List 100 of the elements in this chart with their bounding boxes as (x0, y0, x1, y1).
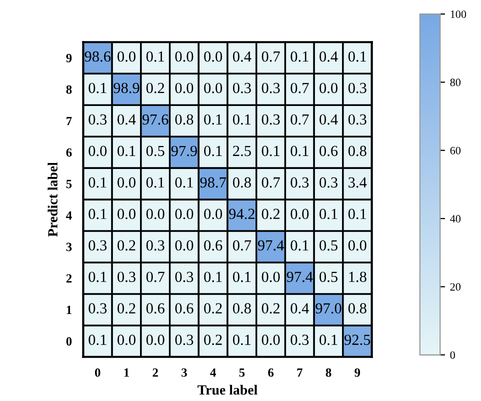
y-tick-label: 3 (66, 242, 72, 252)
data-label: 92.5 (344, 334, 370, 346)
data-label: 0.2 (146, 82, 164, 94)
data-label: 0.4 (232, 51, 252, 62)
x-tick-label: 0 (94, 368, 100, 377)
data-label: 0.5 (320, 240, 338, 251)
data-label: 0.4 (320, 51, 338, 62)
data-label: 97.0 (316, 303, 342, 314)
data-label: 0.1 (348, 208, 366, 220)
data-label: 0.3 (146, 240, 164, 251)
data-label: 0.8 (348, 303, 366, 314)
data-label: 2.5 (233, 146, 251, 156)
color-bar-label: 20 (450, 283, 461, 291)
data-label: 0.0 (175, 240, 194, 251)
data-label: 0.1 (146, 51, 164, 62)
data-label: 97.4 (286, 272, 313, 282)
y-tick-label: 5 (66, 180, 72, 188)
y-tick-label: 0 (66, 337, 72, 346)
data-label: 0.6 (146, 303, 164, 314)
data-label: 0.1 (232, 334, 251, 346)
data-label: 0.7 (262, 177, 280, 188)
data-label: 0.4 (290, 303, 309, 314)
x-tick-label: 1 (124, 368, 129, 377)
y-tick-label: 8 (66, 85, 72, 94)
data-label: 0.1 (88, 334, 106, 346)
data-label: 0.3 (262, 82, 280, 94)
data-label: 0.3 (320, 177, 338, 188)
data-label: 0.2 (262, 208, 280, 220)
data-label: 0.0 (175, 208, 194, 220)
data-label: 0.4 (320, 114, 338, 125)
data-label: 98.9 (114, 82, 140, 94)
data-label: 0.7 (290, 82, 309, 94)
data-label: 0.0 (320, 82, 338, 94)
color-bar-label: 40 (450, 215, 461, 223)
data-label: 0.0 (175, 51, 194, 62)
data-label: 0.0 (118, 334, 136, 346)
y-tick-label: 9 (66, 54, 72, 62)
y-tick-label: 4 (66, 211, 72, 220)
data-label: 0.0 (146, 334, 164, 346)
y-tick-label: 2 (66, 274, 72, 283)
data-label: 0.2 (262, 303, 280, 314)
color-bar-label: 60 (450, 146, 461, 154)
x-tick-label: 4 (210, 368, 216, 377)
x-tick-label: 2 (152, 368, 158, 377)
data-label: 0.0 (348, 240, 366, 251)
data-label: 0.3 (88, 240, 107, 251)
data-label: 0.0 (146, 208, 164, 220)
data-label: 0.3 (118, 272, 136, 282)
data-label: 1.8 (349, 272, 366, 282)
data-label: 97.4 (258, 240, 284, 251)
data-label: 0.6 (204, 240, 222, 251)
data-label: 0.1 (262, 146, 280, 156)
data-label: 0.0 (204, 51, 222, 62)
color-bar-label: 80 (450, 78, 461, 86)
data-label: 0.3 (290, 334, 309, 346)
data-label: 0.0 (290, 208, 309, 220)
x-tick-label: 8 (326, 368, 332, 377)
data-label: 0.2 (204, 303, 222, 314)
data-label: 0.1 (118, 146, 136, 156)
y-axis-title: Predict label (48, 162, 58, 237)
data-label: 0.0 (204, 208, 222, 220)
data-label: 0.7 (262, 51, 280, 62)
data-label: 0.1 (204, 272, 222, 282)
data-label: 3.4 (348, 177, 367, 188)
data-label: 0.2 (118, 303, 136, 314)
data-label: 0.0 (262, 334, 280, 346)
data-label: 0.6 (175, 303, 194, 314)
color-bar-label: 0 (450, 351, 455, 359)
data-label: 0.7 (290, 114, 309, 125)
data-label: 0.1 (320, 334, 338, 346)
data-label: 0.3 (88, 303, 107, 314)
y-tick-label: 1 (66, 306, 72, 314)
data-label: 98.7 (200, 177, 226, 188)
data-label: 0.1 (88, 272, 106, 282)
data-label: 0.1 (175, 177, 193, 188)
data-label: 0.3 (262, 114, 280, 125)
x-axis-title: True label (198, 384, 258, 395)
x-tick-label: 6 (268, 368, 274, 377)
data-label: 0.1 (146, 177, 164, 188)
data-label: 98.6 (84, 51, 111, 62)
data-label: 0.1 (204, 114, 222, 125)
data-label: 0.3 (88, 114, 107, 125)
data-label: 0.5 (146, 146, 164, 156)
data-label: 0.1 (88, 82, 106, 94)
y-tick-label: 7 (66, 116, 72, 126)
data-label: 0.2 (204, 334, 222, 346)
data-label: 0.1 (88, 177, 106, 188)
data-label: 0.1 (290, 51, 308, 62)
data-label: 94.2 (229, 208, 254, 220)
data-label: 0.1 (204, 146, 222, 156)
data-label: 0.8 (232, 303, 251, 314)
data-label: 0.1 (232, 272, 251, 282)
data-label: 0.8 (175, 114, 194, 125)
data-label: 0.3 (348, 82, 366, 94)
data-label: 0.0 (204, 82, 222, 94)
x-tick-label: 3 (182, 368, 187, 377)
data-label: 0.0 (118, 208, 136, 220)
data-label: 97.6 (142, 114, 168, 125)
data-label: 0.2 (118, 240, 136, 251)
data-label: 0.8 (232, 177, 251, 188)
